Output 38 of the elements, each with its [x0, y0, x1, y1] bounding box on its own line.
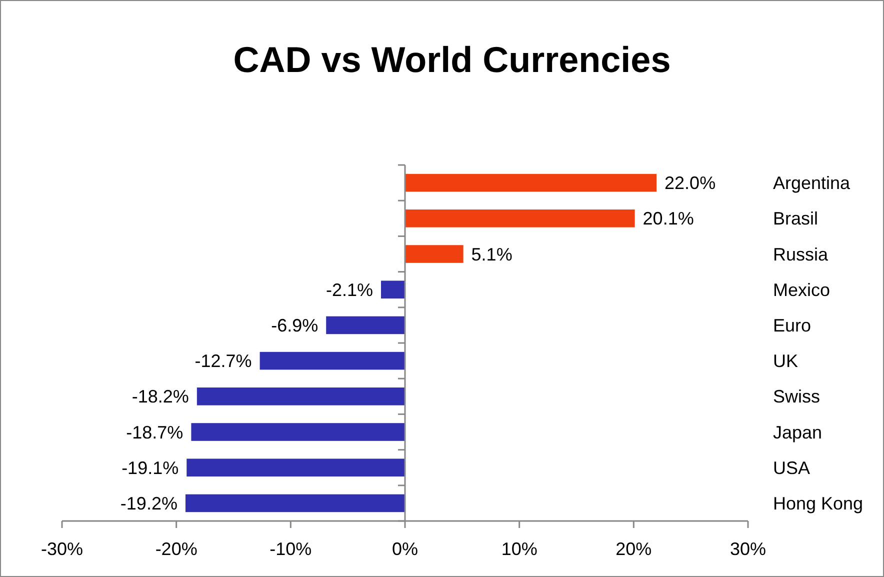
y-tick-label: Euro [773, 316, 812, 336]
data-label: 22.0% [664, 173, 716, 194]
x-tick-label: 0% [392, 539, 418, 559]
y-tick-label: Japan [773, 422, 822, 442]
x-tick-label: -10% [270, 539, 312, 559]
y-tick-label: Brasil [773, 208, 818, 229]
y-tick-label: Argentina [773, 173, 852, 194]
bar [191, 423, 405, 441]
bar [326, 316, 405, 334]
data-label: -12.7% [194, 351, 252, 372]
x-tick-label: -30% [40, 539, 84, 559]
y-tick-label: UK [773, 351, 798, 372]
bar [185, 494, 405, 512]
data-label: -18.7% [126, 422, 184, 442]
x-tick-label: -20% [155, 539, 198, 559]
bar [405, 210, 635, 228]
data-label: -2.1% [326, 280, 373, 300]
y-tick-label: USA [773, 458, 810, 478]
bar [405, 174, 657, 192]
bar [405, 245, 464, 263]
y-tick-label: Mexico [773, 280, 830, 300]
data-label: 5.1% [471, 244, 512, 264]
x-tick-label: 20% [616, 539, 652, 559]
y-tick-label: Hong Kong [773, 494, 864, 514]
data-label: -6.9% [271, 316, 318, 336]
chart-title: CAD vs World Currencies [233, 39, 671, 80]
bar [186, 458, 405, 476]
bar [260, 352, 405, 370]
data-label: -19.1% [122, 458, 179, 478]
x-tick-label: 30% [730, 539, 766, 559]
bar [196, 388, 405, 406]
y-tick-label: Russia [773, 244, 830, 264]
data-label: -18.2% [132, 386, 189, 407]
data-label: -19.2% [120, 494, 178, 514]
y-tick-label: Swiss [773, 386, 820, 407]
x-tick-label: 10% [501, 539, 538, 559]
data-label: 20.1% [642, 208, 694, 229]
bar [380, 280, 405, 298]
